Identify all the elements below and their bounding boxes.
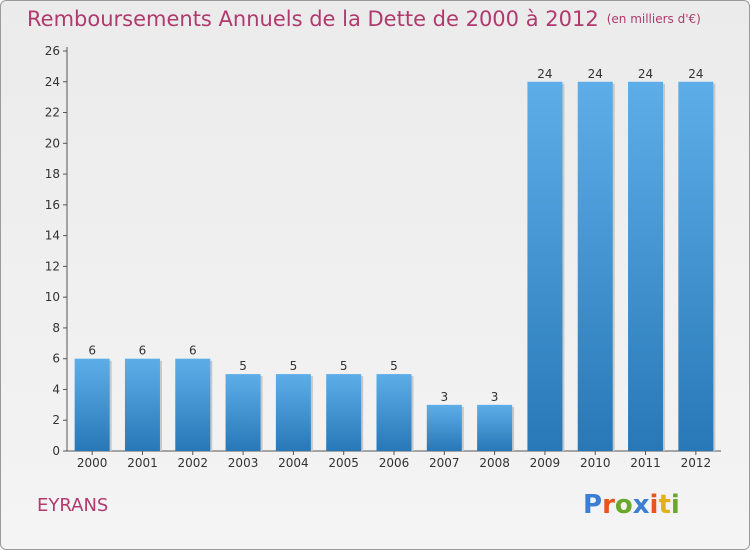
bar-value-label: 24 (537, 67, 552, 81)
bar (124, 358, 160, 451)
chart-title-text: Remboursements Annuels de la Dette de 20… (27, 7, 599, 31)
x-tick-label: 2004 (278, 456, 309, 470)
y-tick-label: 10 (45, 290, 60, 304)
bar-value-label: 6 (189, 344, 197, 358)
x-tick-label: 2011 (630, 456, 661, 470)
y-tick-label: 16 (45, 198, 60, 212)
y-tick-label: 24 (45, 75, 60, 89)
y-tick-label: 4 (52, 382, 60, 396)
logo-letter: i (649, 490, 659, 520)
y-tick-label: 26 (45, 44, 60, 58)
bar-value-label: 24 (688, 67, 703, 81)
x-tick-label: 2002 (177, 456, 208, 470)
x-tick-label: 2000 (77, 456, 108, 470)
bar (175, 358, 211, 451)
bar (628, 81, 664, 452)
y-tick-label: 6 (52, 352, 60, 366)
bar (326, 374, 362, 451)
y-tick-label: 14 (45, 229, 60, 243)
proxiti-logo: Proxiti (583, 490, 680, 520)
bar-value-label: 5 (340, 359, 348, 373)
bar-value-label: 5 (239, 359, 247, 373)
logo-letter: t (658, 490, 671, 520)
bar (678, 81, 714, 452)
logo-letter: o (614, 490, 633, 520)
bar (426, 404, 462, 451)
bar-value-label: 3 (440, 390, 448, 404)
chart-title: Remboursements Annuels de la Dette de 20… (27, 7, 701, 31)
chart-unit: (en milliers d'€) (606, 12, 701, 26)
x-tick-label: 2005 (328, 456, 359, 470)
logo-letter: i (670, 490, 680, 520)
x-tick-label: 2007 (429, 456, 460, 470)
bar-value-label: 24 (588, 67, 603, 81)
x-tick-label: 2006 (379, 456, 410, 470)
x-tick-label: 2010 (580, 456, 611, 470)
x-tick-label: 2012 (681, 456, 712, 470)
bar (376, 374, 412, 451)
y-tick-label: 2 (52, 413, 60, 427)
bar-value-label: 5 (390, 359, 398, 373)
logo-letter: P (583, 490, 603, 520)
bar (477, 404, 513, 451)
bar (74, 358, 110, 451)
bar-value-label: 24 (638, 67, 653, 81)
x-tick-label: 2003 (228, 456, 259, 470)
x-tick-label: 2001 (127, 456, 158, 470)
commune-name: EYRANS (37, 495, 109, 516)
logo-letter: x (632, 490, 650, 520)
y-tick-label: 18 (45, 167, 60, 181)
bar-value-label: 5 (290, 359, 298, 373)
y-tick-label: 8 (52, 321, 60, 335)
bar (577, 81, 613, 452)
bar-value-label: 3 (491, 390, 499, 404)
y-tick-label: 0 (52, 444, 60, 458)
x-tick-label: 2008 (479, 456, 510, 470)
bar (527, 81, 563, 452)
bar-value-label: 6 (139, 344, 147, 358)
logo-letter: r (602, 490, 615, 520)
bar (275, 374, 311, 451)
x-tick-label: 2009 (530, 456, 561, 470)
bar-value-label: 6 (88, 344, 96, 358)
y-tick-label: 20 (45, 136, 60, 150)
y-tick-label: 12 (45, 259, 60, 273)
bar (225, 374, 261, 451)
y-tick-label: 22 (45, 106, 60, 120)
